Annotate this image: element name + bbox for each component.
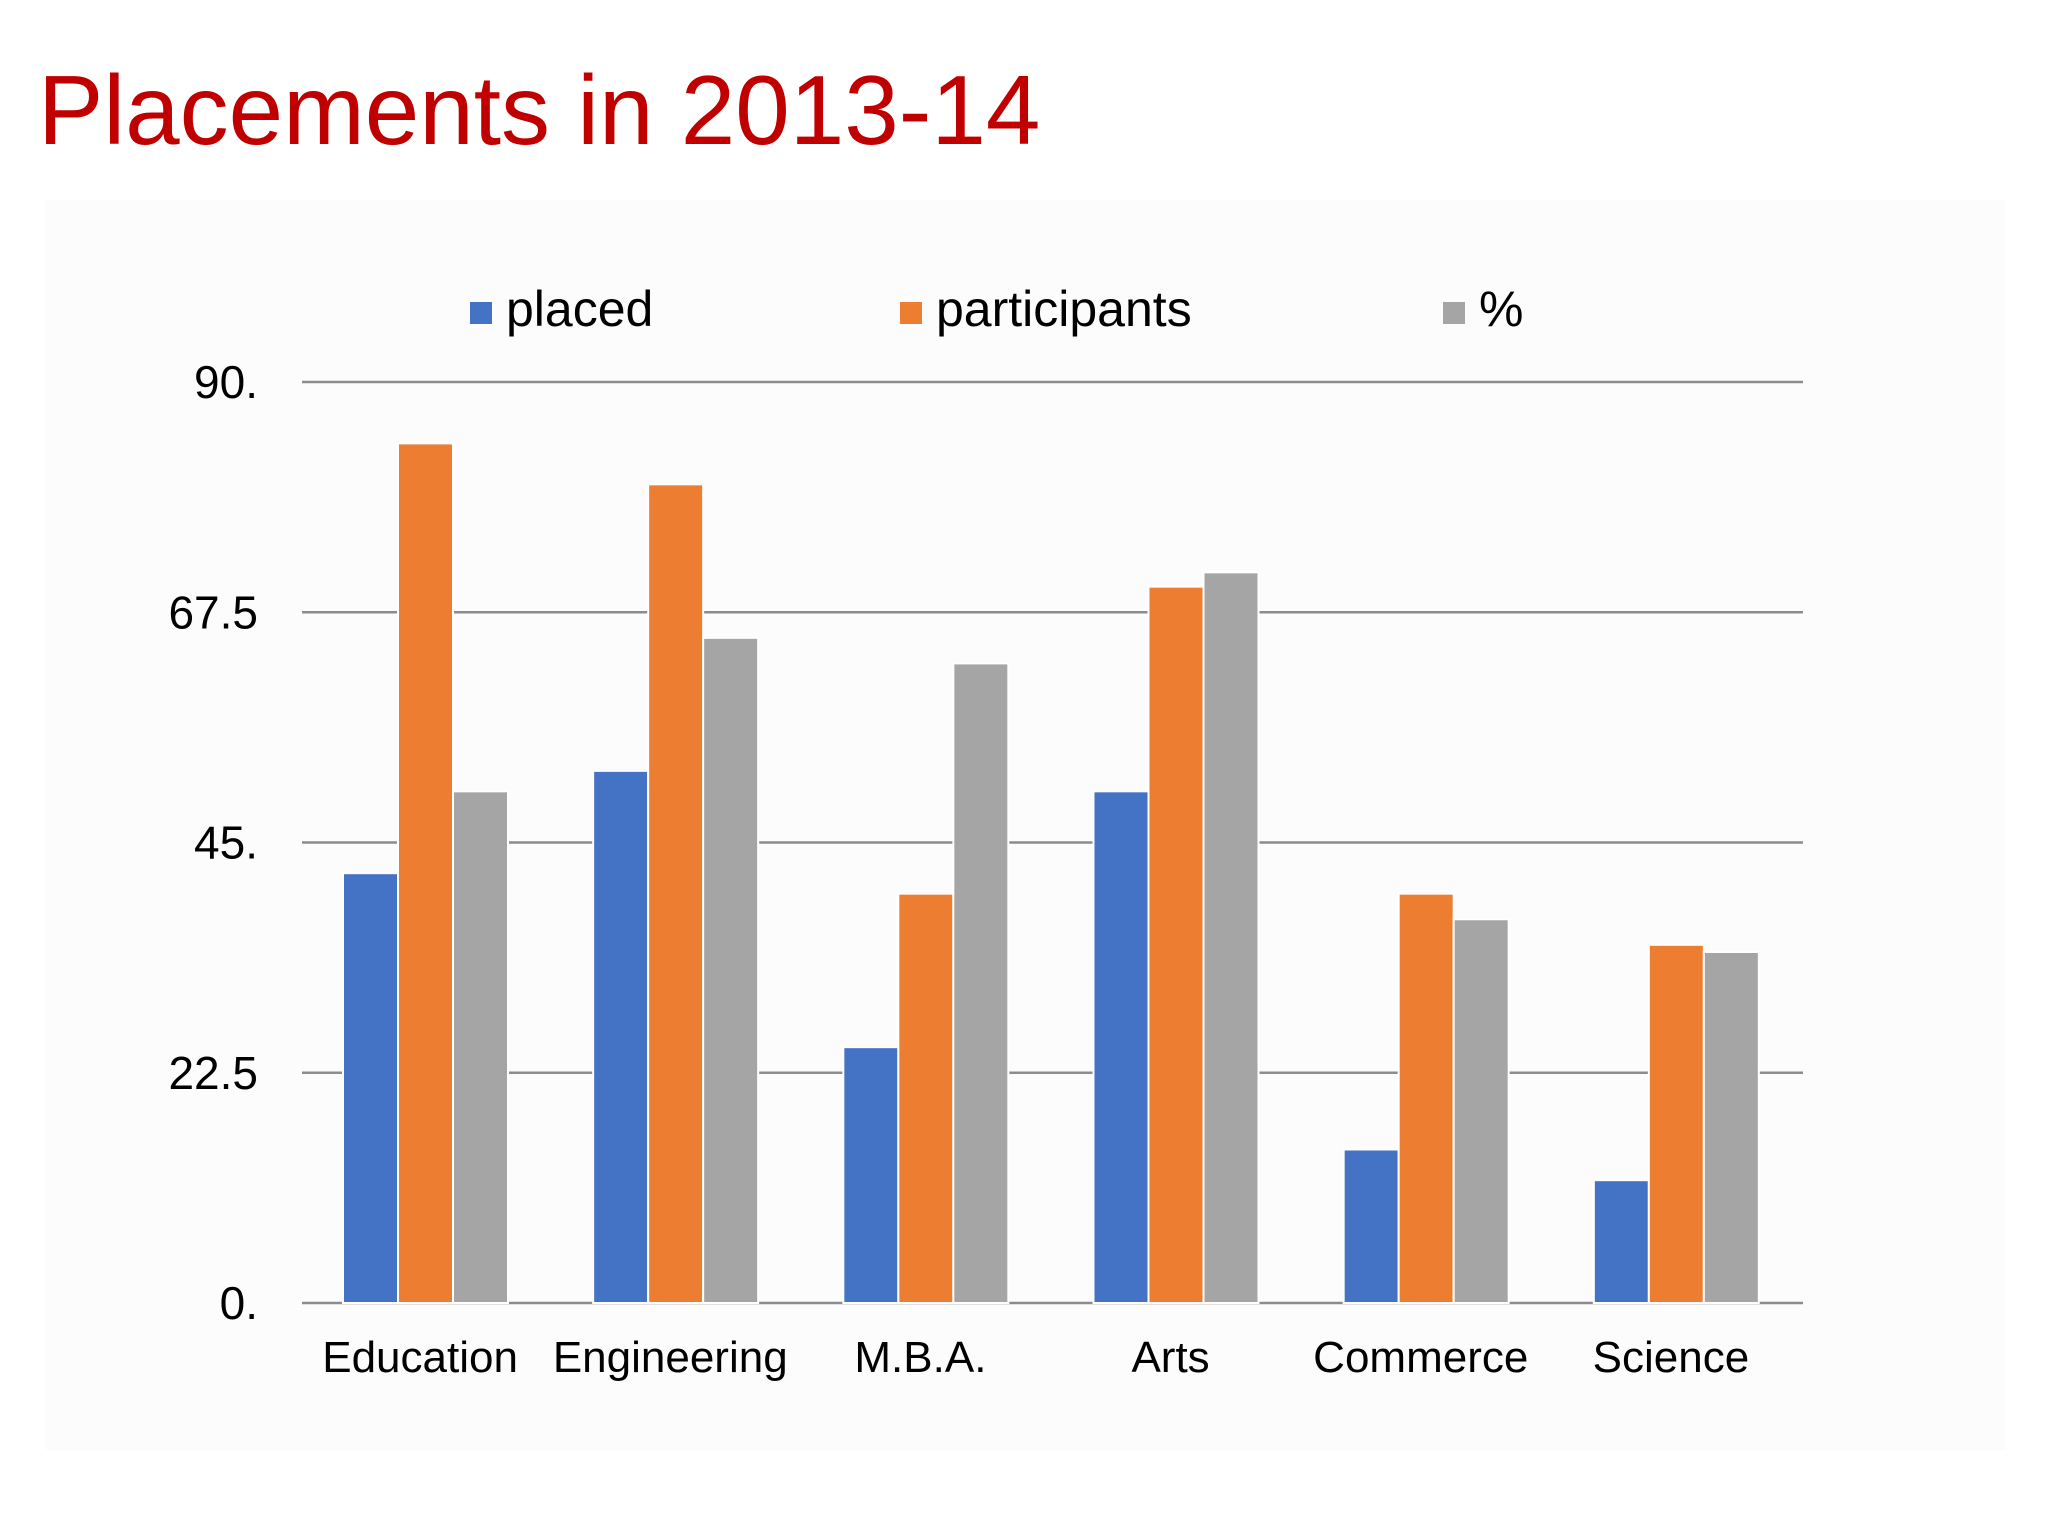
y-tick-label: 67.5 (168, 586, 258, 638)
legend-swatch-placed (470, 302, 492, 324)
bar-participants-education (397, 442, 454, 1304)
x-tick-label: Engineering (553, 1333, 788, 1382)
legend-swatch-participants (900, 302, 922, 324)
y-tick-label: 22.5 (168, 1047, 258, 1099)
x-tick-label: M.B.A. (854, 1333, 986, 1382)
bar-placed-science (1592, 1179, 1650, 1304)
bar-percent-arts (1202, 571, 1260, 1304)
bar-participants-science (1647, 943, 1705, 1304)
bar-placed-education (342, 872, 399, 1304)
slide-title: Placements in 2013-14 (38, 55, 1041, 165)
x-tick-label: Education (322, 1333, 518, 1382)
legend-label: placed (506, 281, 653, 337)
y-tick-label: 0. (220, 1277, 258, 1329)
bar-participants-engineering (647, 483, 705, 1305)
x-tick-label: Science (1593, 1333, 1750, 1382)
bar-percent-science (1702, 950, 1760, 1304)
y-tick-label: 45. (194, 817, 258, 869)
bar-placed-mba (842, 1046, 900, 1304)
legend-swatch-percent (1443, 302, 1465, 324)
bar-participants-arts (1147, 585, 1205, 1304)
legend-label: participants (936, 281, 1192, 337)
bar-placed-engineering (592, 769, 650, 1304)
x-tick-label: Arts (1131, 1333, 1209, 1382)
bar-participants-commerce (1397, 892, 1455, 1305)
y-tick-label: 90. (194, 356, 258, 408)
x-tick-label: Commerce (1313, 1333, 1528, 1382)
bar-percent-mba (952, 662, 1010, 1304)
bar-percent-engineering (702, 636, 760, 1304)
legend-label: % (1479, 281, 1523, 337)
bar-placed-commerce (1342, 1148, 1400, 1304)
bar-percent-education (452, 790, 509, 1304)
bar-percent-commerce (1452, 918, 1510, 1304)
bar-placed-arts (1092, 790, 1150, 1304)
bar-participants-mba (897, 892, 955, 1305)
